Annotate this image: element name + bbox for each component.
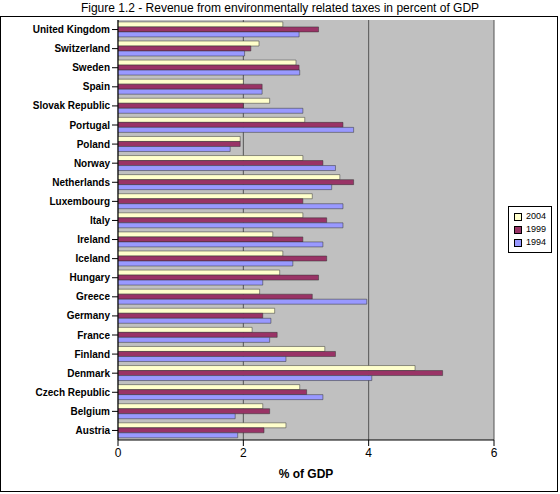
svg-text:Slovak Republic: Slovak Republic [33,100,111,111]
svg-text:Greece: Greece [76,291,110,302]
svg-text:Denmark: Denmark [67,368,110,379]
svg-text:Italy: Italy [90,215,110,226]
svg-text:Portugal: Portugal [69,120,110,131]
html-text:Figure 1.2 - Revenue from envi: Figure 1.2 - Revenue from environmentall… [80,1,480,15]
html-text:1999: 1999 [526,224,546,234]
svg-text:Poland: Poland [77,139,110,150]
svg-text:Belgium: Belgium [71,406,111,417]
html-text:2004: 2004 [526,211,546,221]
svg-text:Czech Republic: Czech Republic [36,387,111,398]
svg-text:United Kingdom: United Kingdom [33,24,110,35]
svg-text:Luxembourg: Luxembourg [49,196,110,207]
svg-text:6: 6 [491,446,498,460]
svg-text:Spain: Spain [83,81,110,92]
svg-text:Finland: Finland [74,349,110,360]
svg-text:Norway: Norway [74,158,111,169]
svg-text:Germany: Germany [67,310,111,321]
svg-text:0: 0 [115,446,122,460]
svg-text:Ireland: Ireland [77,234,110,245]
svg-text:Austria: Austria [76,425,111,436]
svg-text:France: France [77,330,110,341]
html-text:1994: 1994 [526,237,546,247]
svg-text:% of GDP: % of GDP [279,467,334,481]
svg-text:4: 4 [365,446,372,460]
svg-text:Netherlands: Netherlands [52,177,110,188]
svg-text:2: 2 [240,446,247,460]
svg-text:Iceland: Iceland [76,253,110,264]
svg-text:Hungary: Hungary [69,272,110,283]
svg-text:Switzerland: Switzerland [54,43,110,54]
svg-text:Sweden: Sweden [72,62,110,73]
